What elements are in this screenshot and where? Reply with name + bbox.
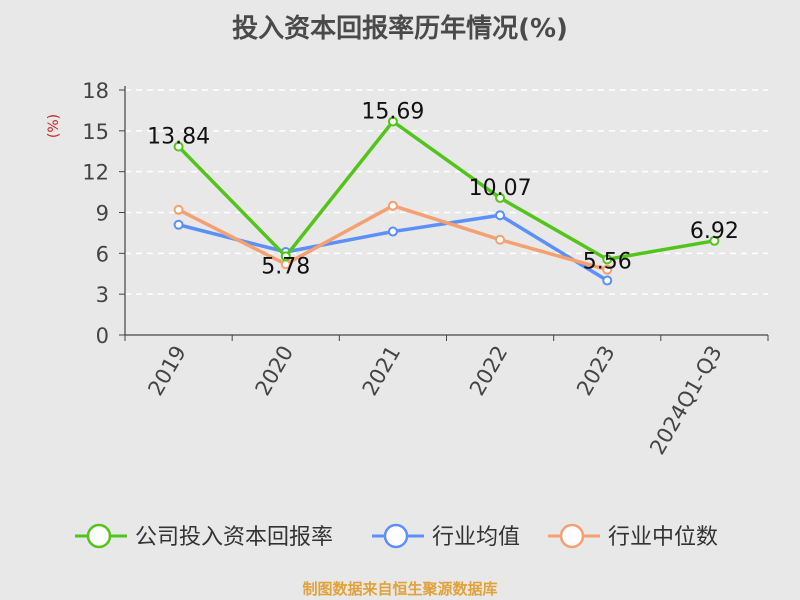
data-point (602, 275, 613, 286)
data-label: 15.69 (361, 99, 424, 124)
x-tick-label: 2021 (358, 342, 406, 400)
data-labels: 13.84 5.78 15.69 10.07 5.56 6.92 (147, 99, 739, 279)
legend-item: 行业中位数 (548, 523, 718, 550)
data-point (387, 200, 398, 211)
data-point (387, 116, 398, 127)
data-point (173, 219, 184, 230)
x-tick-label: 2020 (251, 342, 299, 400)
data-point (387, 226, 398, 237)
data-label: 13.84 (147, 125, 210, 150)
data-point (173, 204, 184, 215)
data-point (173, 141, 184, 152)
data-label: 6.92 (690, 219, 739, 244)
legend-marker (383, 523, 409, 549)
y-tick-label: 12 (82, 161, 109, 185)
data-point (602, 264, 613, 275)
y-tick-label: 6 (96, 242, 109, 266)
y-tick-label: 3 (96, 283, 109, 307)
data-label: 5.56 (583, 249, 632, 274)
series-line (177, 119, 715, 262)
legend-marker (559, 523, 585, 549)
legend-marker (86, 523, 112, 549)
source-footer: 制图数据来自恒生聚源数据库 (302, 580, 498, 598)
data-label: 5.78 (261, 254, 310, 279)
data-point (495, 192, 506, 203)
legend-label: 行业中位数 (608, 525, 718, 550)
y-tick-label: 9 (96, 202, 109, 226)
chart-title: 投入资本回报率历年情况(%) (232, 14, 568, 44)
x-tick-label: 2023 (572, 342, 620, 400)
data-point (602, 254, 613, 265)
legend-item: 公司投入资本回报率 (75, 523, 333, 550)
data-point (495, 210, 506, 221)
y-axis-label: (%) (46, 114, 62, 138)
y-tick-label: 18 (82, 79, 109, 103)
y-tick-label: 0 (96, 324, 109, 348)
x-tick-label: 2024Q1-Q3 (645, 342, 727, 459)
grid-lines (125, 89, 768, 295)
x-tick-label: 2019 (143, 342, 191, 400)
series-line (178, 213, 609, 283)
data-point (280, 251, 291, 262)
series-group (173, 116, 720, 286)
data-point (495, 234, 506, 245)
legend: 公司投入资本回报率 行业均值 行业中位数 (75, 523, 718, 550)
legend-label: 行业均值 (432, 525, 520, 550)
series-line (177, 203, 608, 272)
data-label: 10.07 (469, 176, 532, 201)
x-tick-label: 2022 (465, 342, 513, 400)
data-point (709, 235, 720, 246)
y-tick-label: 15 (82, 120, 109, 144)
legend-item: 行业均值 (372, 523, 520, 550)
legend-label: 公司投入资本回报率 (135, 525, 333, 550)
